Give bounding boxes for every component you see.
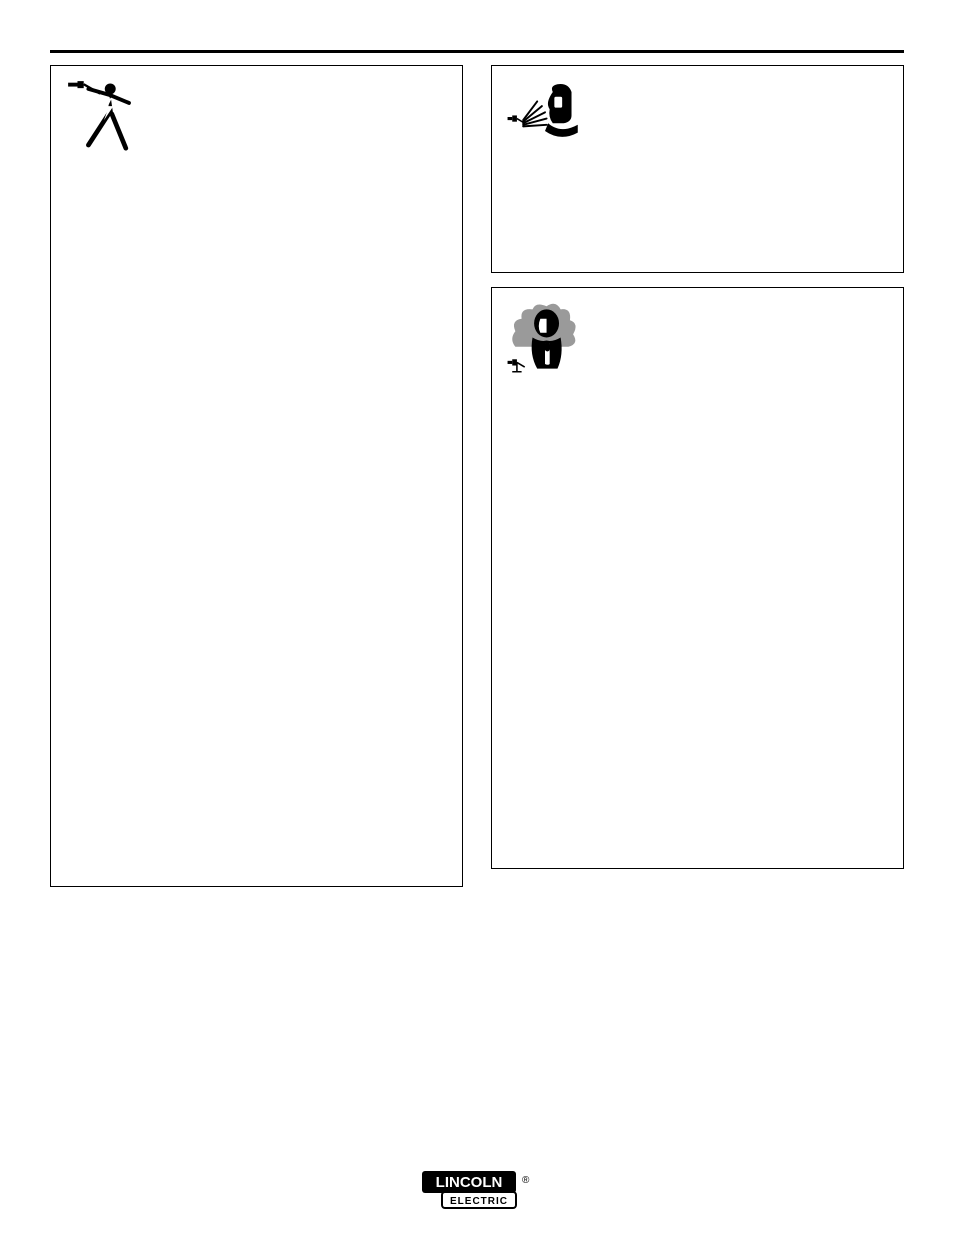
two-column-layout: [50, 65, 904, 887]
fumes-icon: [506, 300, 584, 378]
logo-registered: ®: [522, 1175, 530, 1186]
logo-bottom-text: ELECTRIC: [450, 1196, 508, 1207]
panel-arc-rays: [491, 65, 904, 273]
lincoln-electric-logo: LINCOLN ® ELECTRIC: [422, 1171, 532, 1211]
panel-electric-shock: [50, 65, 463, 887]
electric-shock-icon: [65, 78, 143, 156]
top-rule: [50, 50, 904, 53]
arc-rays-icon: [506, 78, 584, 156]
left-column: [50, 65, 463, 887]
right-column: [491, 65, 904, 887]
logo-top-text: LINCOLN: [436, 1174, 503, 1191]
page: LINCOLN ® ELECTRIC: [0, 0, 954, 1235]
panel-fumes: [491, 287, 904, 869]
